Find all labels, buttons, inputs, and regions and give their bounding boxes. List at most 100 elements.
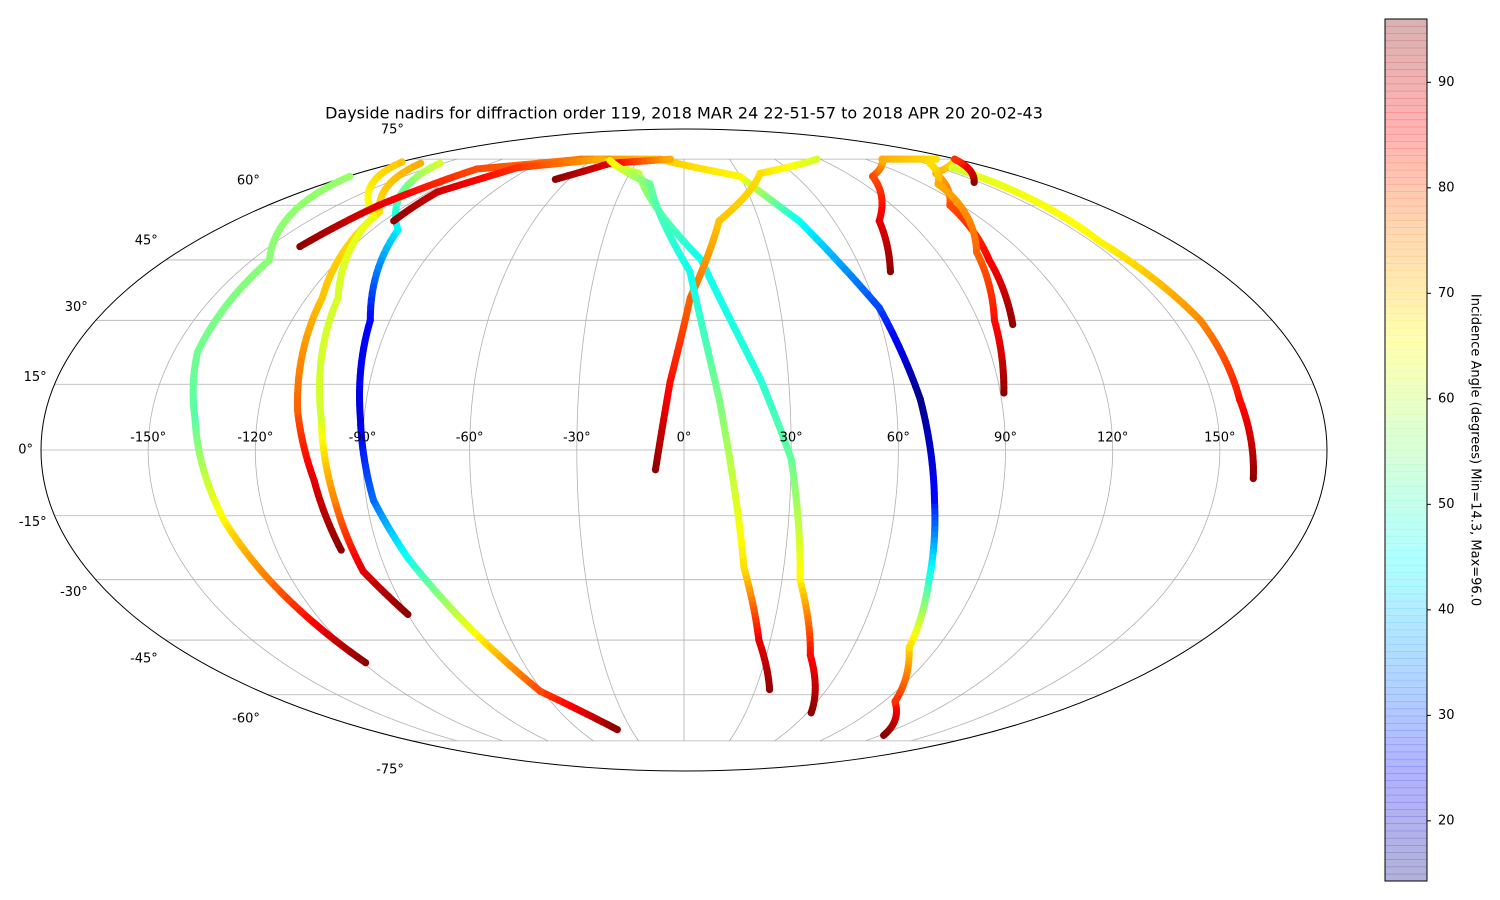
track-point: [875, 304, 883, 312]
track-point: [551, 175, 559, 183]
track-point: [296, 243, 304, 251]
track-point: [366, 316, 374, 324]
colorbar-strip: [1385, 291, 1427, 300]
colorbar-strip: [1385, 62, 1427, 70]
chart-title: Dayside nadirs for diffraction order 119…: [325, 104, 1043, 123]
track-point: [963, 163, 971, 171]
colorbar-strip: [1385, 155, 1427, 164]
track-point: [1000, 389, 1008, 397]
colorbar-strip: [1385, 715, 1427, 724]
colorbar-strip: [1385, 227, 1427, 235]
colorbar-strip: [1385, 493, 1427, 501]
track-point: [875, 217, 883, 225]
colorbar-strip: [1385, 859, 1427, 868]
x-tick-label: 90°: [994, 431, 1017, 446]
colorbar-strip: [1385, 737, 1427, 746]
colorbar-strip: [1385, 370, 1427, 379]
track-point: [880, 731, 888, 739]
track: [189, 172, 370, 667]
track-point: [646, 180, 654, 188]
colorbar-strip: [1385, 299, 1427, 307]
track-point: [715, 217, 723, 225]
track-point: [317, 415, 325, 423]
colorbar-strip: [1385, 543, 1427, 552]
colorbar-strip: [1385, 256, 1427, 264]
y-tick-label: 60°: [237, 173, 260, 188]
colorbar-strip: [1385, 615, 1427, 623]
track-point: [466, 624, 474, 632]
colorbar-strip: [1385, 586, 1427, 595]
track-point: [930, 496, 938, 504]
colorbar-tick-label: 20: [1438, 813, 1455, 828]
y-tick-label: 75°: [381, 123, 404, 138]
track-point: [404, 610, 412, 618]
track-point: [375, 208, 383, 216]
colorbar-strip: [1385, 500, 1427, 508]
colorbar-strip: [1385, 320, 1427, 329]
colorbar-strip: [1385, 629, 1427, 638]
track-point: [1196, 316, 1204, 324]
colorbar-strip: [1385, 600, 1427, 609]
x-tick-label: -120°: [237, 431, 273, 446]
track-point: [194, 348, 202, 356]
colorbar-strip: [1385, 608, 1427, 616]
track-point: [220, 516, 228, 524]
colorbar-strip: [1385, 313, 1427, 322]
colorbar-strip: [1385, 780, 1427, 789]
track-point: [265, 576, 273, 584]
map-outline: [40, 128, 1328, 772]
track-point: [869, 172, 877, 180]
colorbar-strip: [1385, 507, 1427, 516]
colorbar-frame: [1384, 18, 1428, 882]
colorbar-strip: [1385, 385, 1427, 394]
colorbar-strip: [1385, 69, 1427, 77]
colorbar-strip: [1385, 679, 1427, 688]
colorbar-strip: [1385, 98, 1427, 106]
track-point: [905, 644, 913, 652]
track-point: [536, 687, 544, 695]
track-point: [436, 159, 444, 167]
colorbar-strip: [1385, 19, 1427, 27]
track-point: [755, 636, 763, 644]
colorbar-strip: [1385, 112, 1427, 121]
colorbar-tick-label: 90: [1438, 75, 1455, 90]
track-point: [878, 155, 886, 163]
track-point: [1095, 237, 1103, 245]
track-point: [686, 268, 694, 276]
colorbar-strip: [1385, 105, 1427, 113]
y-tick-label: 0°: [18, 443, 33, 458]
colorbar-tick-label: 50: [1438, 497, 1455, 512]
colorbar-tick-label: 70: [1438, 286, 1455, 301]
track-point: [951, 155, 959, 163]
track-point: [310, 477, 318, 485]
x-tick-label: 30°: [780, 431, 803, 446]
colorbar-strip: [1385, 564, 1427, 573]
track-point: [346, 172, 354, 180]
colorbar-strip: [1385, 169, 1427, 178]
x-tick-label: -90°: [349, 431, 377, 446]
track-point: [715, 396, 723, 404]
track: [315, 158, 412, 618]
track-point: [934, 180, 942, 188]
track: [356, 159, 621, 734]
y-tick-label: -60°: [232, 712, 260, 727]
track-point: [191, 415, 199, 423]
track-point: [948, 163, 956, 171]
colorbar-strip: [1385, 478, 1427, 487]
colorbar-strip: [1385, 406, 1427, 415]
colorbar-strip: [1385, 40, 1427, 49]
colorbar-strip: [1385, 794, 1427, 803]
colorbar-strip: [1385, 852, 1427, 860]
track-point: [362, 659, 370, 667]
track-point: [265, 256, 273, 264]
x-tick-label: -30°: [563, 431, 591, 446]
track-point: [1249, 475, 1257, 483]
y-tick-label: -75°: [376, 762, 404, 777]
track-point: [932, 155, 940, 163]
colorbar-strip: [1385, 284, 1427, 293]
track-point: [740, 563, 748, 571]
x-tick-label: 150°: [1204, 431, 1235, 446]
colorbar-strip: [1385, 866, 1427, 875]
colorbar-strip: [1385, 428, 1427, 437]
